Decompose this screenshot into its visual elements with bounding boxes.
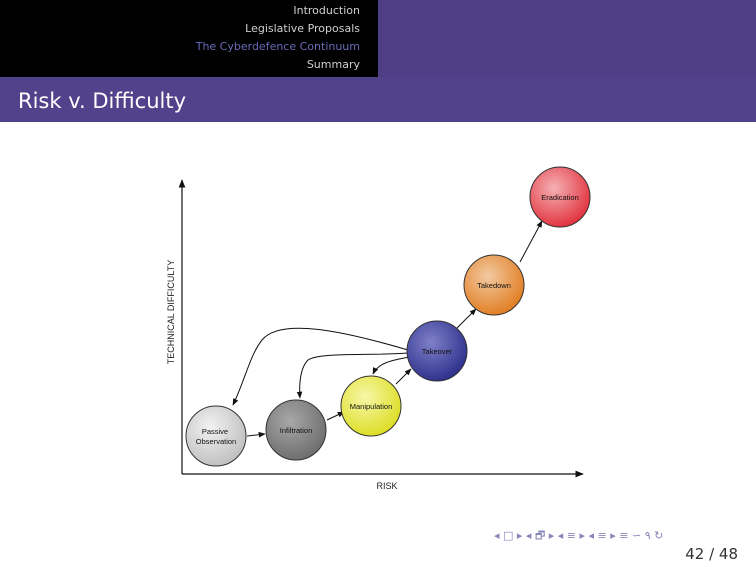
arrow-takeover-to-infiltration — [296, 352, 409, 399]
arrow-takedown-to-eradication — [519, 220, 543, 263]
frame-title-bar — [0, 77, 756, 122]
section-navigation: Introduction Legislative Proposals The C… — [0, 0, 378, 77]
arrow-infiltration-to-manipulation — [326, 411, 345, 421]
nav-item-introduction[interactable]: Introduction — [293, 4, 360, 17]
arrow-takeover-to-manipulation — [372, 356, 411, 375]
header-right-panel — [378, 0, 756, 77]
frame-title: Risk v. Difficulty — [18, 89, 187, 113]
stage-takedown: Takedown — [463, 254, 525, 316]
nav-item-summary[interactable]: Summary — [306, 58, 360, 71]
stage-label-passive: Passive — [202, 427, 228, 436]
arrow-takeover-to-observation — [232, 327, 409, 406]
stage-manipulation: Manipulation — [340, 375, 402, 437]
stage-infiltration: Infiltration — [265, 399, 327, 461]
stage-label-takeover: Takeover — [422, 347, 453, 356]
svg-text:Passive Observation: Passive Observation — [196, 427, 236, 446]
stage-label-takedown: Takedown — [477, 281, 511, 290]
x-axis-label: RISK — [376, 481, 397, 491]
page-number: 42 / 48 — [685, 545, 738, 563]
current-page: 42 — [685, 545, 705, 563]
stage-label-eradication: Eradication — [541, 193, 579, 202]
total-pages: 48 — [718, 545, 738, 563]
arrow-manipulation-to-takeover — [395, 368, 412, 385]
arrow-takeover-to-takedown — [455, 308, 477, 330]
beamer-navigation-symbols[interactable]: ◂ □ ▸ ◂ 🗗 ▸ ◂ ≡ ▸ ◂ ≡ ▸ ≡ ∽ ۹ ↻ — [494, 529, 664, 542]
nav-item-legislative-proposals[interactable]: Legislative Proposals — [245, 22, 360, 35]
stage-label-manipulation: Manipulation — [350, 402, 393, 411]
stage-label-infiltration: Infiltration — [280, 426, 313, 435]
nav-item-cyberdefence-continuum[interactable]: The Cyberdefence Continuum — [195, 40, 360, 53]
stage-label-observation: Observation — [196, 437, 236, 446]
stage-passive-observation: Passive Observation — [185, 405, 247, 467]
header: Introduction Legislative Proposals The C… — [0, 0, 756, 77]
y-axis-label: TECHNICAL DIFFICULTY — [166, 260, 176, 365]
stage-takeover: Takeover — [406, 320, 468, 382]
arrow-observation-to-infiltration — [246, 431, 266, 438]
stage-eradication: Eradication — [529, 166, 591, 228]
